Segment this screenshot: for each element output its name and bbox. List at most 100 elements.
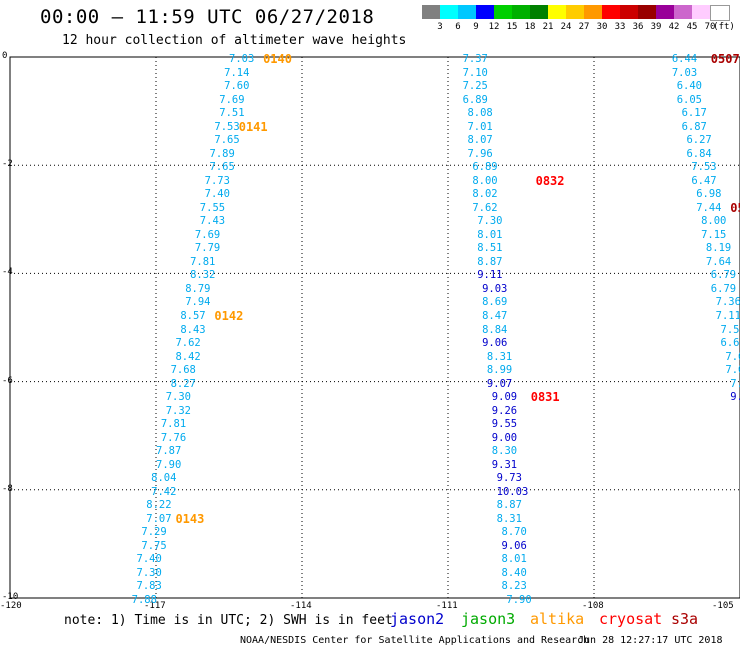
note-text: note: 1) Time is in UTC; 2) SWH is in fe… <box>64 613 393 628</box>
wave-height-label: 7.30 <box>165 391 192 404</box>
wave-height-label: 6.87 <box>681 120 707 133</box>
pass-time-label: 0143 <box>175 511 205 526</box>
wave-height-label: 7.69 <box>219 93 245 106</box>
wave-height-label: 9.55 <box>491 418 518 431</box>
colorbar-label: 12 <box>488 22 500 32</box>
wave-height-label: 9.31 <box>491 458 518 471</box>
wave-height-label: 7.32 <box>165 404 192 417</box>
wave-height-label: 9.06 <box>482 337 508 350</box>
wave-height-label: 6.27 <box>686 134 712 147</box>
wave-height-label: 6.17 <box>681 107 707 120</box>
lon-tick-label: -120 <box>0 601 22 611</box>
wave-height-label: 8.31 <box>496 512 522 525</box>
lon-tick-label: -105 <box>712 601 734 611</box>
wave-height-label: 7.37 <box>462 53 488 65</box>
wave-height-label: 6.79 <box>710 269 737 282</box>
wave-height-label: 9.03 <box>482 282 508 295</box>
colorbar-label: 24 <box>560 22 572 32</box>
wave-height-label: 7.83 <box>136 580 162 593</box>
wave-height-label: 8.04 <box>151 472 177 485</box>
wave-height-label: 6.84 <box>686 147 712 160</box>
wave-height-label: 9.07 <box>486 377 513 390</box>
lon-tick-label: -108 <box>582 601 604 611</box>
wave-height-label: 8.01 <box>477 228 503 241</box>
footer-timestamp: Jun 28 12:27:17 UTC 2018 <box>578 635 723 646</box>
wave-height-label: 8.00 <box>472 174 498 187</box>
colorbar-label: 45 <box>686 22 698 32</box>
wave-height-label: 7.65 <box>725 350 740 363</box>
wave-height-label: 8.31 <box>486 350 513 363</box>
wave-height-label: 7.90 <box>506 594 532 606</box>
lon-tick-label: -111 <box>436 601 458 611</box>
wave-height-label: 6.98 <box>696 188 722 201</box>
wave-height-label: 8.40 <box>501 566 527 579</box>
satellite-s3a: s3a <box>671 610 699 628</box>
pass-time-label: 0141 <box>238 119 268 134</box>
colorbar-label: 15 <box>506 22 518 32</box>
wave-height-label: 7.69 <box>194 228 221 241</box>
colorbar-label: 30 <box>596 22 608 32</box>
colorbar-swatch <box>494 5 512 19</box>
wave-height-label: 7.90 <box>156 458 182 471</box>
wave-height-label: 8.23 <box>501 580 527 593</box>
wave-height-label: 7.76 <box>160 431 187 444</box>
wave-height-label: 7.75 <box>141 539 167 552</box>
wave-height-label: 8.47 <box>482 309 508 322</box>
wave-height-label: 9.26 <box>491 404 518 417</box>
colorbar-swatch <box>566 5 584 19</box>
colorbar-swatch <box>620 5 638 19</box>
wave-height-label: 7.50 <box>720 323 740 336</box>
wave-height-label: 8.02 <box>472 188 498 201</box>
colorbar-label: 21 <box>542 22 554 32</box>
wave-height-label: 7.89 <box>209 147 235 160</box>
wave-height-label: 8.30 <box>491 445 518 458</box>
lon-tick-label: -114 <box>290 601 312 611</box>
wave-height-label: 7.64 <box>705 255 732 268</box>
satellite-jason3: jason3 <box>461 610 516 628</box>
wave-height-label: 7.65 <box>209 161 235 174</box>
wave-height-label: 6.40 <box>676 80 703 93</box>
colorbar-swatch <box>440 5 458 19</box>
wave-height-label: 7.55 <box>199 201 226 214</box>
wave-height-label: 8.51 <box>477 242 503 255</box>
wave-height-label: 8.00 <box>701 215 727 228</box>
colorbar-unit: (ft) <box>713 22 735 32</box>
colorbar-label: 70 <box>704 22 716 32</box>
wave-height-label: 8.79 <box>185 282 211 295</box>
wave-height-label: 8.84 <box>482 323 508 336</box>
wave-height-label: 7.30 <box>477 215 503 228</box>
wave-height-label: 7.10 <box>462 66 488 79</box>
pass-time-label: 0831 <box>530 390 560 405</box>
wave-height-label: 7.51 <box>219 107 245 120</box>
map-frame <box>9 56 740 599</box>
colorbar-swatch <box>638 5 656 19</box>
wave-height-label: 7.25 <box>462 80 488 93</box>
wave-height-label: 7.40 <box>204 188 230 201</box>
wave-height-label: 9.09 <box>491 391 518 404</box>
lat-tick-label: -6 <box>2 375 13 386</box>
wave-height-label: 8.42 <box>175 350 201 363</box>
pass-time-label: 0506 <box>730 200 740 215</box>
wave-height-label: 7.29 <box>141 526 167 539</box>
colorbar-swatch <box>584 5 602 19</box>
wave-height-label: 7.60 <box>224 80 250 93</box>
pass-time-label: 0140 <box>263 52 292 66</box>
satellite-cryosat: cryosat <box>599 610 663 628</box>
wave-height-label: 7.44 <box>696 201 722 214</box>
colorbar-label: 18 <box>524 22 536 32</box>
wave-height-label: 9.06 <box>501 539 527 552</box>
wave-height-label: 7.03 <box>671 66 698 79</box>
wave-height-label: 8.22 <box>146 499 172 512</box>
lat-tick-label: -10 <box>2 592 19 602</box>
colorbar-swatch <box>692 5 710 19</box>
colorbar-label: 42 <box>668 22 680 32</box>
satellite-altika: altika <box>530 610 585 628</box>
wave-height-label: 6.79 <box>710 282 737 295</box>
wave-height-label: 7.62 <box>472 201 498 214</box>
wave-height-label: 7.63 <box>725 364 740 377</box>
lon-tick-label: -117 <box>144 601 166 611</box>
colorbar-swatch <box>602 5 620 19</box>
lat-tick-label: 0 <box>2 51 8 61</box>
colorbar-swatch <box>422 5 440 19</box>
wave-height-label: 7.43 <box>199 215 226 228</box>
